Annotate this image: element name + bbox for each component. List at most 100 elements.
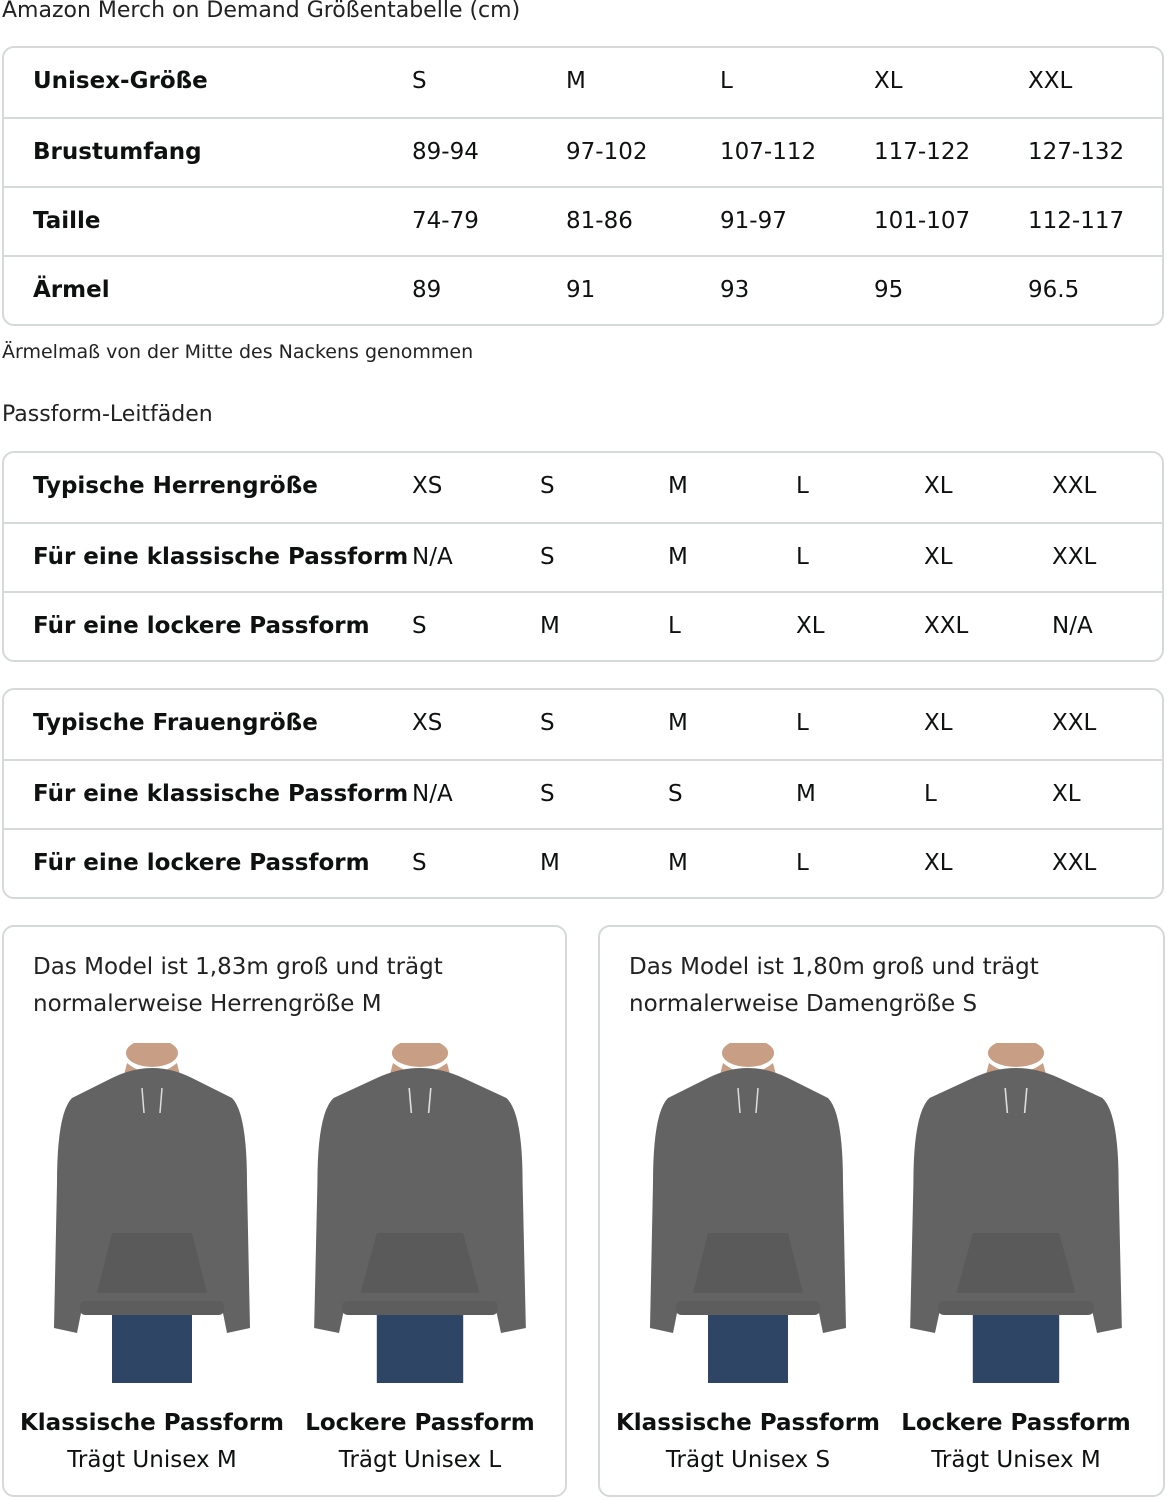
table-cell: L xyxy=(796,473,809,499)
table-cell: S xyxy=(412,850,427,876)
table-cell: XS xyxy=(412,473,443,499)
unisex-size-table: Unisex-Größe S M L XL XXL Brustumfang 89-94 97-1… xyxy=(2,46,1164,326)
table-cell: 91 xyxy=(566,277,596,303)
figure-caption: Klassische Passform Trägt Unisex M xyxy=(17,1405,287,1479)
table-cell: M xyxy=(668,473,688,499)
table-row: Brustumfang 89-94 97-102 107-112 117-122 127-… xyxy=(4,117,1162,186)
table-cell: XL xyxy=(924,544,953,570)
table-cell: M xyxy=(668,710,688,736)
table-row: Für eine lockere Passform S M L XL XXL N/A xyxy=(4,591,1162,660)
table-cell: M xyxy=(668,544,688,570)
table-cell: M xyxy=(566,68,586,94)
table-cell: XL xyxy=(924,473,953,499)
table-cell: 91-97 xyxy=(720,208,787,234)
table-cell: M xyxy=(540,850,560,876)
row-label: Brustumfang xyxy=(33,139,202,165)
fit-title: Klassische Passform xyxy=(615,1410,881,1436)
size-worn: Trägt Unisex M xyxy=(67,1447,237,1473)
table-cell: 101-107 xyxy=(874,208,971,234)
table-cell: XXL xyxy=(1052,473,1097,499)
size-worn: Trägt Unisex S xyxy=(665,1447,831,1473)
table-cell: 96.5 xyxy=(1028,277,1080,303)
table-cell: 93 xyxy=(720,277,750,303)
table-cell: M xyxy=(540,613,560,639)
table-cell: S xyxy=(412,68,427,94)
row-label: Ärmel xyxy=(33,277,110,303)
table-cell: XXL xyxy=(1052,710,1097,736)
row-label: Für eine lockere Passform xyxy=(33,613,370,639)
table-cell: XS xyxy=(412,710,443,736)
table-cell: XL xyxy=(1052,781,1081,807)
size-worn: Trägt Unisex L xyxy=(338,1447,502,1473)
table-cell: XL xyxy=(796,613,825,639)
table-cell: N/A xyxy=(412,544,453,570)
table-cell: L xyxy=(796,710,809,736)
table-cell: M xyxy=(668,850,688,876)
table-row: Für eine klassische Passform N/A S S M L XL xyxy=(4,759,1162,828)
fit-title: Lockere Passform xyxy=(305,1410,535,1436)
table-row: Für eine klassische Passform N/A S M L XL XXL xyxy=(4,522,1162,591)
table-row: Ärmel 89 91 93 95 96.5 xyxy=(4,255,1162,324)
table-cell: S xyxy=(540,781,555,807)
row-label: Unisex-Größe xyxy=(33,68,208,94)
fit-title: Klassische Passform xyxy=(19,1410,285,1436)
table-cell: 89 xyxy=(412,277,442,303)
figure-caption: Lockere Passform Trägt Unisex M xyxy=(881,1405,1151,1479)
table-cell: 97-102 xyxy=(566,139,648,165)
table-cell: L xyxy=(796,544,809,570)
row-label: Typische Herrengröße xyxy=(33,473,318,499)
row-label: Für eine klassische Passform xyxy=(33,781,409,807)
model-photo-relaxed-fit xyxy=(300,1039,540,1383)
row-label: Für eine lockere Passform xyxy=(33,850,370,876)
row-label: Taille xyxy=(33,208,101,234)
model-photo-classic-fit xyxy=(32,1039,272,1383)
model-photo-relaxed-fit xyxy=(896,1039,1136,1383)
table-cell: 117-122 xyxy=(874,139,971,165)
women-fit-table: Typische Frauengröße XS S M L XL XXL Für eine k… xyxy=(2,688,1164,899)
table-cell: XL xyxy=(924,710,953,736)
table-cell: L xyxy=(668,613,681,639)
table-cell: N/A xyxy=(412,781,453,807)
table-cell: 81-86 xyxy=(566,208,633,234)
men-fit-table: Typische Herrengröße XS S M L XL XXL Für eine k… xyxy=(2,451,1164,662)
table-cell: M xyxy=(796,781,816,807)
table-cell: L xyxy=(720,68,733,94)
table-cell: XXL xyxy=(924,613,969,639)
model-intro: Das Model ist 1,80m groß und trägt norma… xyxy=(629,954,1039,1017)
table-cell: N/A xyxy=(1052,613,1093,639)
table-cell: S xyxy=(540,544,555,570)
table-cell: 127-132 xyxy=(1028,139,1125,165)
table-cell: XL xyxy=(924,850,953,876)
table-row: Typische Herrengröße XS S M L XL XXL xyxy=(4,453,1162,522)
table-cell: 112-117 xyxy=(1028,208,1125,234)
model-intro: Das Model ist 1,83m groß und trägt norma… xyxy=(33,954,443,1017)
table-cell: 95 xyxy=(874,277,904,303)
table-cell: S xyxy=(668,781,683,807)
size-worn: Trägt Unisex M xyxy=(931,1447,1101,1473)
men-model-card: Das Model ist 1,83m groß und trägt norma… xyxy=(2,925,567,1497)
table-cell: 107-112 xyxy=(720,139,817,165)
table-cell: S xyxy=(540,710,555,736)
fit-guides-title: Passform-Leitfäden xyxy=(2,402,213,427)
row-label: Für eine klassische Passform xyxy=(33,544,409,570)
table-cell: XL xyxy=(874,68,903,94)
table-row: Taille 74-79 81-86 91-97 101-107 112-117 xyxy=(4,186,1162,255)
table-cell: L xyxy=(924,781,937,807)
table-cell: 74-79 xyxy=(412,208,479,234)
table-cell: S xyxy=(540,473,555,499)
page-title: Amazon Merch on Demand Größentabelle (cm… xyxy=(2,0,521,23)
table-cell: L xyxy=(796,850,809,876)
table-cell: XXL xyxy=(1052,850,1097,876)
table-row: Typische Frauengröße XS S M L XL XXL xyxy=(4,690,1162,759)
figure-caption: Klassische Passform Trägt Unisex S xyxy=(613,1405,883,1479)
model-photo-classic-fit xyxy=(628,1039,868,1383)
table-cell: XXL xyxy=(1028,68,1073,94)
figure-caption: Lockere Passform Trägt Unisex L xyxy=(285,1405,555,1479)
table-row: Für eine lockere Passform S M M L XL XXL xyxy=(4,828,1162,897)
table-cell: 89-94 xyxy=(412,139,479,165)
sleeve-note: Ärmelmaß von der Mitte des Nackens genom… xyxy=(2,341,474,363)
row-label: Typische Frauengröße xyxy=(33,710,318,736)
table-cell: S xyxy=(412,613,427,639)
table-row: Unisex-Größe S M L XL XXL xyxy=(4,48,1162,117)
women-model-card: Das Model ist 1,80m groß und trägt norma… xyxy=(598,925,1165,1497)
